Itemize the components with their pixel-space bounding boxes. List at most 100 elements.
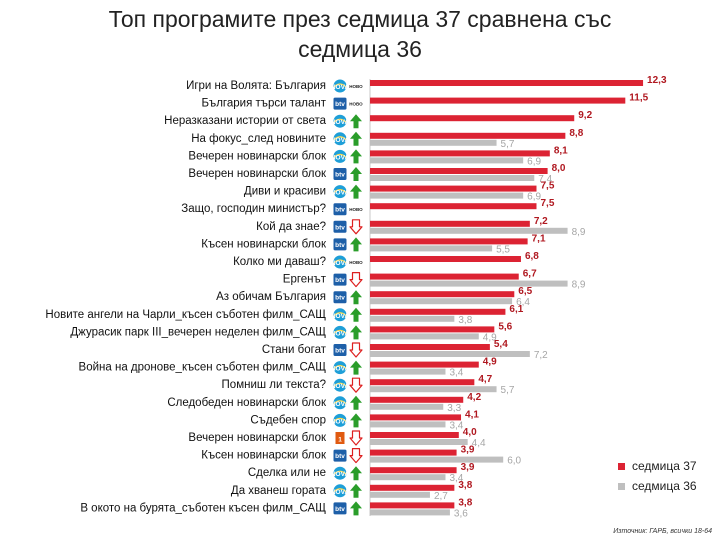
- nova-logo-circle: [333, 308, 347, 322]
- arrow-up-icon: [350, 483, 362, 498]
- bar-week37: [370, 396, 464, 403]
- category-label: Вечерен новинарски блок: [188, 168, 327, 180]
- nova-logo-arc: [333, 153, 347, 158]
- arrow-down-icon: [349, 448, 363, 464]
- legend-swatch-week37: [618, 463, 625, 470]
- btv-logo-text: btv: [335, 506, 345, 513]
- btv-logo-box: [333, 220, 347, 233]
- btv-logo-box: [333, 97, 347, 110]
- channel-logo-btv: btv: [333, 344, 347, 356]
- btv-logo-text: btv: [335, 172, 345, 179]
- channel-logo-nova: NOVA: [331, 466, 350, 480]
- bar-week37: [370, 273, 519, 280]
- value-label-week37: 4,0: [463, 427, 477, 438]
- category-label: Игри на Волята: България: [186, 80, 326, 92]
- channel-logo-btv: btv: [333, 449, 347, 462]
- row-13: Аз обичам България btv 6,56,4: [216, 286, 533, 308]
- bar-week36: [370, 139, 497, 146]
- nova-logo-text: NOVA: [331, 190, 350, 197]
- value-label-week36: 4,9: [483, 332, 497, 343]
- channel-logo-nova: NOVA: [331, 149, 349, 163]
- value-label-week37: 3,9: [461, 462, 475, 473]
- category-label: Сделка или не: [248, 467, 326, 479]
- chart-title: Топ програмите през седмица 37 сравнена …: [60, 4, 660, 64]
- nova-logo-text: NOVA: [331, 471, 350, 478]
- bar-week37: [370, 150, 550, 157]
- category-label: В окото на бурята_съботен късен филм_САЩ: [80, 502, 326, 514]
- tv1-logo-text: 1: [338, 437, 342, 444]
- bar-week37: [370, 256, 521, 262]
- btv-logo-text: btv: [335, 242, 345, 249]
- bar-week37: [370, 291, 515, 298]
- new-badge: НОВО: [349, 260, 363, 265]
- nova-logo-circle: [333, 325, 347, 339]
- arrow-down-icon: [349, 430, 363, 446]
- bar-week36: [370, 227, 568, 234]
- nova-logo-arc: [333, 189, 347, 194]
- arrow-down-icon: [349, 377, 363, 393]
- nova-logo-text: NOVA: [331, 489, 350, 496]
- arrow-up-icon: [350, 501, 362, 516]
- row-15: Джурасик парк III_вечерен неделен филм_С…: [70, 321, 512, 343]
- nova-logo-circle: [333, 185, 347, 199]
- bar-week37: [370, 97, 626, 104]
- nova-logo-text: NOVA: [331, 330, 350, 337]
- row-22: Късен новинарски блок btv 3,9 6,0: [201, 445, 521, 467]
- arrow-up-icon: [350, 131, 362, 146]
- row-20: Съдебен спор NOVA 4,13,4: [250, 409, 479, 431]
- category-label: Война на дронове_късен съботен филм_САЩ: [79, 362, 327, 374]
- channel-logo-btv: btv: [333, 220, 347, 233]
- value-label-week36: 6,0: [507, 456, 521, 467]
- value-label-week36: 8,9: [572, 227, 586, 238]
- value-label-week36: 3,4: [449, 473, 463, 484]
- tv1-logo-box: [335, 432, 345, 444]
- arrow-up-icon: [350, 114, 362, 129]
- btv-logo-box: [333, 203, 347, 216]
- arrow-down-icon: [349, 272, 363, 288]
- bar-week37: [370, 432, 459, 438]
- btv-logo-box: [333, 291, 347, 304]
- btv-logo-box: [333, 238, 347, 251]
- nova-logo-arc: [333, 470, 347, 475]
- nova-logo-text: NOVA: [331, 383, 350, 390]
- row-25: В окото на бурята_съботен късен филм_САЩ…: [80, 497, 472, 519]
- value-label-week36: 5,7: [501, 385, 515, 396]
- btv-logo-box: [333, 344, 347, 356]
- category-label: Диви и красиви: [244, 186, 326, 198]
- row-1: Игри на Волята: България NOVA НОВО 12,3: [186, 75, 667, 93]
- channel-logo-nova: NOVA: [331, 396, 349, 410]
- row-6: Вечерен новинарски блок btv 8,07,4: [188, 163, 566, 185]
- arrow-up-icon: [350, 325, 362, 340]
- bar-week36: [370, 474, 446, 481]
- bar-week36: [370, 280, 568, 287]
- value-label-week36: 7,2: [534, 350, 548, 361]
- bar-week36: [370, 315, 455, 322]
- value-label-week37: 11,5: [629, 93, 648, 104]
- category-label: Късен новинарски блок: [201, 238, 327, 250]
- bar-week36: [370, 333, 479, 340]
- value-label-week37: 6,7: [523, 269, 537, 280]
- chart-title-line-2: седмица 36: [298, 36, 422, 62]
- bar-week36: [370, 157, 524, 164]
- bar-week37: [370, 308, 506, 315]
- arrow-up-icon: [350, 413, 362, 428]
- value-label-week36: 4,4: [472, 438, 486, 449]
- category-label: Джурасик парк III_вечерен неделен филм_С…: [70, 326, 326, 338]
- category-label: Да хванеш гората: [231, 485, 327, 497]
- value-label-week36: 3,4: [449, 420, 463, 431]
- value-label-week36: 5,7: [501, 139, 515, 150]
- channel-logo-nova: NOVA: [331, 484, 350, 498]
- channel-logo-btv: btv: [333, 238, 347, 251]
- value-label-week37: 4,2: [467, 392, 481, 403]
- value-label-week37: 8,0: [552, 163, 566, 174]
- value-label-week37: 9,2: [578, 110, 592, 121]
- bar-week37: [370, 449, 457, 456]
- value-label-week36: 5,5: [496, 244, 510, 255]
- bar-week37: [370, 132, 566, 139]
- new-badge: НОВО: [349, 207, 363, 212]
- value-label-week36: 6,9: [527, 156, 541, 167]
- row-10: Късен новинарски блок btv 7,1 5,5: [201, 233, 546, 255]
- bar-week36: [370, 351, 530, 357]
- nova-logo-text: NOVA: [331, 366, 350, 373]
